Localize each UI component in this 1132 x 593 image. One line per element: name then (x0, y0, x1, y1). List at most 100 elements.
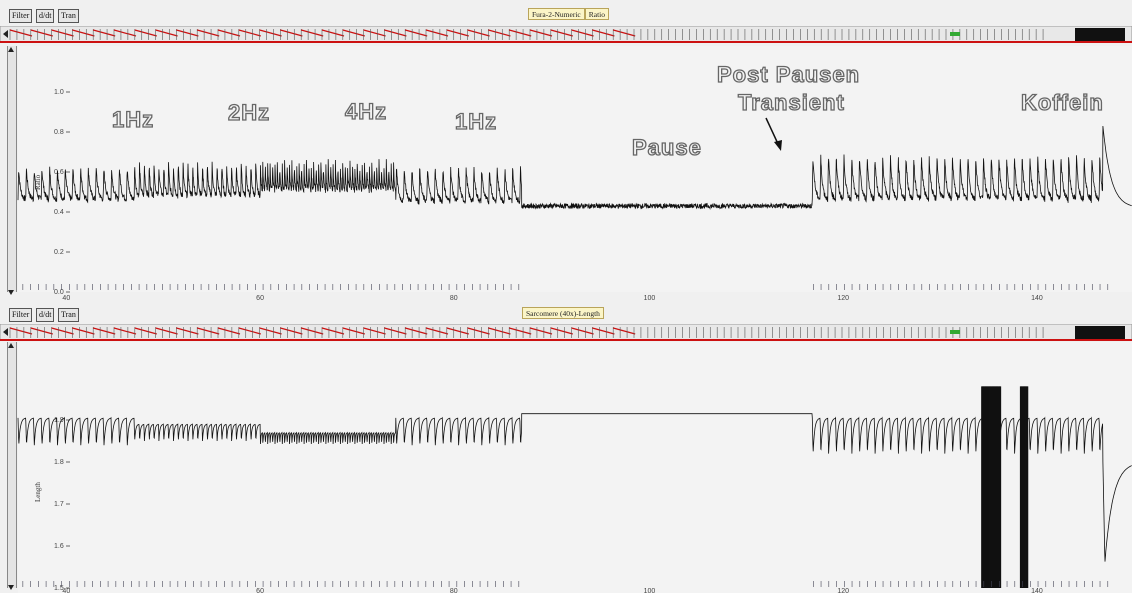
annotation-post-pausen: Post Pausen (717, 62, 860, 87)
y-tick-label: 0.6 (54, 169, 64, 176)
overview-strip-2[interactable] (0, 324, 1132, 341)
overview-event-mark (508, 327, 532, 338)
plot-area (18, 46, 1132, 292)
y-tick-label: 0.2 (54, 249, 64, 256)
overview-event-mark (259, 327, 282, 338)
y-tick-label: 1.5 (54, 585, 64, 592)
overview-event-mark (113, 29, 137, 40)
overview-event-mark (134, 327, 157, 338)
x-tick-label: 120 (837, 588, 849, 593)
overview-event-mark (92, 327, 116, 338)
x-tick-label: 40 (62, 295, 70, 300)
strip-left-arrow-icon[interactable] (3, 30, 8, 38)
overview-event-mark (612, 29, 636, 40)
overview-event-mark (217, 29, 241, 40)
overview-event-mark (321, 327, 345, 338)
overview-event-mark (300, 29, 324, 40)
overview-event-mark (446, 327, 469, 338)
overview-event-mark (155, 29, 178, 40)
scroll-down-icon-2[interactable] (8, 585, 14, 590)
overview-event-mark (404, 29, 428, 40)
overview-event-mark (72, 29, 95, 40)
vertical-scrollbar[interactable] (7, 46, 17, 292)
overview-event-mark (425, 327, 449, 338)
overview-event-mark (363, 29, 386, 40)
x-tick-label: 100 (644, 588, 656, 593)
strip-left-arrow-icon[interactable] (3, 328, 8, 336)
overview-event-mark (612, 327, 636, 338)
overview-event-mark (363, 327, 386, 338)
y-axis-label-2: Length (34, 482, 42, 502)
overview-event-mark (550, 327, 573, 338)
scroll-up-icon-2[interactable] (8, 343, 14, 348)
overview-event-mark (72, 327, 95, 338)
overview-event-mark (51, 327, 74, 338)
tran-button[interactable]: Tran (58, 9, 79, 23)
overview-event-mark (571, 327, 594, 338)
y-tick-label: 1.7 (54, 501, 64, 508)
y-tick-label: 1.8 (54, 459, 64, 466)
derivative-button-2[interactable]: d/dt (36, 308, 55, 322)
overview-event-mark (571, 29, 594, 40)
y-tick-label: 0.0 (54, 289, 64, 296)
length-panel: Filter d/dt Tran Sarcomere (40x)-Length … (0, 302, 1132, 593)
overview-event-mark (9, 29, 33, 40)
filter-button[interactable]: Filter (9, 9, 33, 23)
annotation-1hz-b: 1Hz (455, 109, 497, 134)
vertical-scrollbar-2[interactable] (7, 342, 17, 588)
y-tick-label: 0.8 (54, 129, 64, 136)
overview-event-mark (550, 29, 573, 40)
overview-event-mark (425, 29, 449, 40)
overview-event-mark (176, 327, 199, 338)
overview-event-mark (51, 29, 74, 40)
overview-event-mark (280, 327, 303, 338)
overview-event-mark (113, 327, 137, 338)
overview-event-mark (342, 327, 365, 338)
x-tick-label: 120 (837, 295, 849, 300)
annotation-4hz: 4Hz (345, 99, 387, 124)
ratio-plot[interactable]: 1.0 0.8 0.6 0.4 0.2 0.0 40 60 80 100 120 140 Ratio… (0, 0, 1132, 300)
overview-event-mark (134, 29, 157, 40)
derivative-button[interactable]: d/dt (36, 9, 55, 23)
x-tick-label: 60 (256, 588, 264, 593)
overview-event-mark (446, 29, 469, 40)
tran-button-2[interactable]: Tran (58, 308, 79, 322)
channel-source-label: Fura-2-Numeric (528, 8, 585, 20)
overview-event-mark (467, 327, 490, 338)
ratio-panel: Filter d/dt Tran Fura-2-Numeric Ratio 1.… (0, 0, 1132, 300)
overview-event-mark (300, 327, 324, 338)
annotation-transient: Transient (738, 90, 845, 115)
annotation-koffein: Koffein (1021, 90, 1104, 115)
overview-event-mark (467, 29, 490, 40)
channel-title: Fura-2-Numeric Ratio (528, 8, 609, 20)
x-tick-label: 140 (1031, 588, 1043, 593)
scroll-down-icon[interactable] (8, 290, 14, 295)
length-trace (17, 413, 1132, 562)
x-tick-label: 140 (1031, 295, 1043, 300)
overview-event-mark (196, 29, 220, 40)
overview-event-mark (384, 29, 407, 40)
overview-event-mark (30, 327, 53, 338)
overview-event-mark (196, 327, 220, 338)
scroll-up-icon[interactable] (8, 47, 14, 52)
filter-button-2[interactable]: Filter (9, 308, 33, 322)
plot-area-2 (18, 342, 1132, 593)
overview-event-mark (30, 29, 53, 40)
overview-event-mark (384, 327, 407, 338)
annotation-arrow-icon (765, 117, 782, 151)
y-tick-label: 1.0 (54, 89, 64, 96)
overview-event-mark (280, 29, 303, 40)
overview-event-mark (508, 29, 532, 40)
length-plot[interactable]: 1.9 1.8 1.7 1.6 1.5 40 60 80 100 120 140 Length (0, 302, 1132, 593)
x-tick-label: 40 (62, 588, 70, 593)
overview-event-mark (342, 29, 365, 40)
overview-event-mark (529, 29, 553, 40)
overview-strip[interactable] (0, 26, 1132, 43)
y-tick-label: 0.4 (54, 209, 64, 216)
overview-event-mark (321, 29, 345, 40)
channel-source-label-2: Sarcomere (40x)-Length (522, 307, 604, 319)
annotation-pause: Pause (632, 135, 702, 160)
overview-event-mark (238, 327, 261, 338)
overview-event-mark (238, 29, 261, 40)
overview-event-mark (176, 29, 199, 40)
